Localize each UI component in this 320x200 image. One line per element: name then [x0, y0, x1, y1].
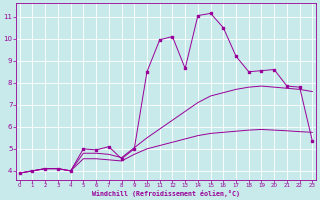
- X-axis label: Windchill (Refroidissement éolien,°C): Windchill (Refroidissement éolien,°C): [92, 190, 240, 197]
